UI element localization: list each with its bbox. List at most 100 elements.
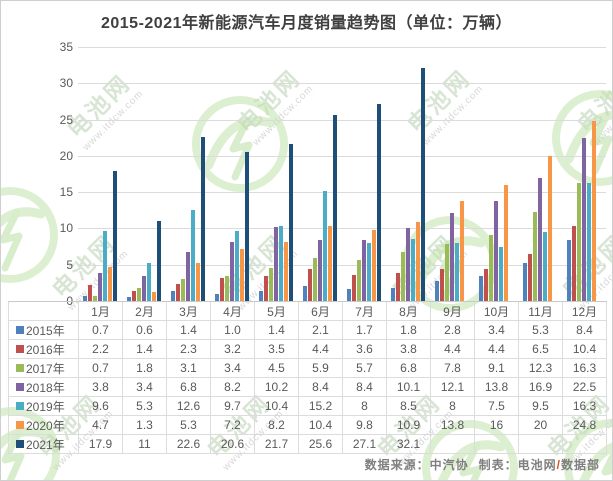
value-cell-2019年-12月: 16.3 <box>563 397 607 416</box>
legend-label: 2017年 <box>26 361 65 376</box>
value-cell-2018年-10月: 13.8 <box>475 378 519 397</box>
watermark-url-text: www.itdcw.com <box>266 1 331 3</box>
legend-swatch <box>16 402 24 410</box>
month-header-cell: 6月 <box>299 302 343 321</box>
value-cell-2016年-3月: 2.3 <box>167 340 211 359</box>
bar-2019年-11月 <box>543 232 547 301</box>
value-cell-2017年-1月: 0.7 <box>79 359 123 378</box>
bar-2017年-6月 <box>313 258 317 301</box>
bar-2018年-4月 <box>230 241 234 301</box>
value-cell-2019年-10月: 7.5 <box>475 397 519 416</box>
legend-swatch <box>16 345 24 353</box>
bar-2021年-6月 <box>333 115 337 301</box>
value-cell-2020年-1月: 4.7 <box>79 416 123 435</box>
value-cell-2019年-3月: 12.6 <box>167 397 211 416</box>
y-tick-label: 15 <box>59 185 73 200</box>
bar-2016年-3月 <box>176 284 180 301</box>
bar-group-12月 <box>562 47 606 301</box>
bar-2017年-11月 <box>533 211 537 301</box>
value-cell-2015年-2月: 0.6 <box>123 321 167 340</box>
value-cell-2015年-3月: 1.4 <box>167 321 211 340</box>
slash-separator: / <box>556 458 561 472</box>
value-cell-2019年-11月: 9.5 <box>519 397 563 416</box>
gridline <box>78 155 606 157</box>
bar-group-5月 <box>254 47 298 301</box>
bar-2020年-6月 <box>328 225 332 301</box>
value-cell-2021年-8月: 32.1 <box>387 435 431 454</box>
maker-value: 电池网 <box>517 458 557 472</box>
bar-group-11月 <box>518 47 562 301</box>
bar-2018年-12月 <box>582 137 586 301</box>
source-value: 中汽协 <box>429 458 469 472</box>
bar-2021年-4月 <box>245 151 249 301</box>
bar-2018年-2月 <box>142 276 146 301</box>
bar-group-7月 <box>342 47 386 301</box>
bar-2016年-9月 <box>440 269 444 301</box>
value-cell-2018年-4月: 8.2 <box>211 378 255 397</box>
y-tick-label: 30 <box>59 76 73 91</box>
legend-swatch <box>16 364 24 372</box>
bar-2020年-10月 <box>504 184 508 301</box>
value-cell-2019年-2月: 5.3 <box>123 397 167 416</box>
bar-2016年-4月 <box>220 277 224 301</box>
bar-2017年-9月 <box>445 244 449 301</box>
attribution: 数据来源：中汽协 制表：电池网/数据部 <box>365 456 600 473</box>
month-header-cell: 9月 <box>431 302 475 321</box>
bar-2018年-3月 <box>186 251 190 301</box>
gridline <box>78 119 606 121</box>
legend-label: 2021年 <box>26 437 65 452</box>
value-cell-2018年-2月: 3.4 <box>123 378 167 397</box>
bar-2017年-2月 <box>137 287 141 301</box>
value-cell-2018年-3月: 6.8 <box>167 378 211 397</box>
value-cell-2016年-9月: 4.4 <box>431 340 475 359</box>
value-cell-2016年-10月: 4.4 <box>475 340 519 359</box>
value-cell-2019年-5月: 10.4 <box>255 397 299 416</box>
value-cell-2015年-9月: 2.8 <box>431 321 475 340</box>
value-cell-2020年-10月: 16 <box>475 416 519 435</box>
value-cell-2016年-12月: 10.4 <box>563 340 607 359</box>
bar-2015年-4月 <box>215 293 219 301</box>
value-cell-2018年-8月: 10.1 <box>387 378 431 397</box>
value-cell-2018年-7月: 8.4 <box>343 378 387 397</box>
value-cell-2021年-12月 <box>563 435 607 454</box>
value-cell-2016年-2月: 1.4 <box>123 340 167 359</box>
legend-cell-2019年: 2019年 <box>9 397 79 416</box>
value-cell-2018年-11月: 16.9 <box>519 378 563 397</box>
bar-2015年-1月 <box>83 295 87 301</box>
legend-cell-2016年: 2016年 <box>9 340 79 359</box>
bar-2020年-3月 <box>196 262 200 301</box>
month-header-cell: 12月 <box>563 302 607 321</box>
bar-group-4月 <box>210 47 254 301</box>
legend-swatch <box>16 440 24 448</box>
value-cell-2017年-4月: 3.4 <box>211 359 255 378</box>
bar-2015年-11月 <box>523 262 527 301</box>
bar-2020年-1月 <box>108 266 112 301</box>
bar-2020年-7月 <box>372 229 376 301</box>
value-cell-2017年-6月: 5.9 <box>299 359 343 378</box>
value-cell-2015年-11月: 5.3 <box>519 321 563 340</box>
bar-2019年-8月 <box>411 239 415 301</box>
value-cell-2020年-8月: 10.9 <box>387 416 431 435</box>
value-cell-2019年-1月: 9.6 <box>79 397 123 416</box>
value-cell-2017年-3月: 3.1 <box>167 359 211 378</box>
value-cell-2020年-12月: 24.8 <box>563 416 607 435</box>
value-cell-2020年-5月: 8.2 <box>255 416 299 435</box>
bar-2015年-7月 <box>347 288 351 301</box>
value-cell-2021年-9月 <box>431 435 475 454</box>
legend-cell-2018年: 2018年 <box>9 378 79 397</box>
bar-2015年-6月 <box>303 285 307 301</box>
source-label: 数据来源： <box>364 458 430 472</box>
bar-2016年-8月 <box>396 273 400 301</box>
value-cell-2015年-1月: 0.7 <box>79 321 123 340</box>
y-tick-label: 5 <box>66 257 73 272</box>
bar-2019年-1月 <box>103 231 107 301</box>
legend-label: 2020年 <box>26 418 65 433</box>
bar-2015年-9月 <box>435 280 439 301</box>
value-cell-2017年-9月: 7.8 <box>431 359 475 378</box>
value-cell-2016年-4月: 3.2 <box>211 340 255 359</box>
bar-2020年-11月 <box>548 155 552 301</box>
bar-2018年-9月 <box>450 213 454 301</box>
month-header-cell: 3月 <box>167 302 211 321</box>
